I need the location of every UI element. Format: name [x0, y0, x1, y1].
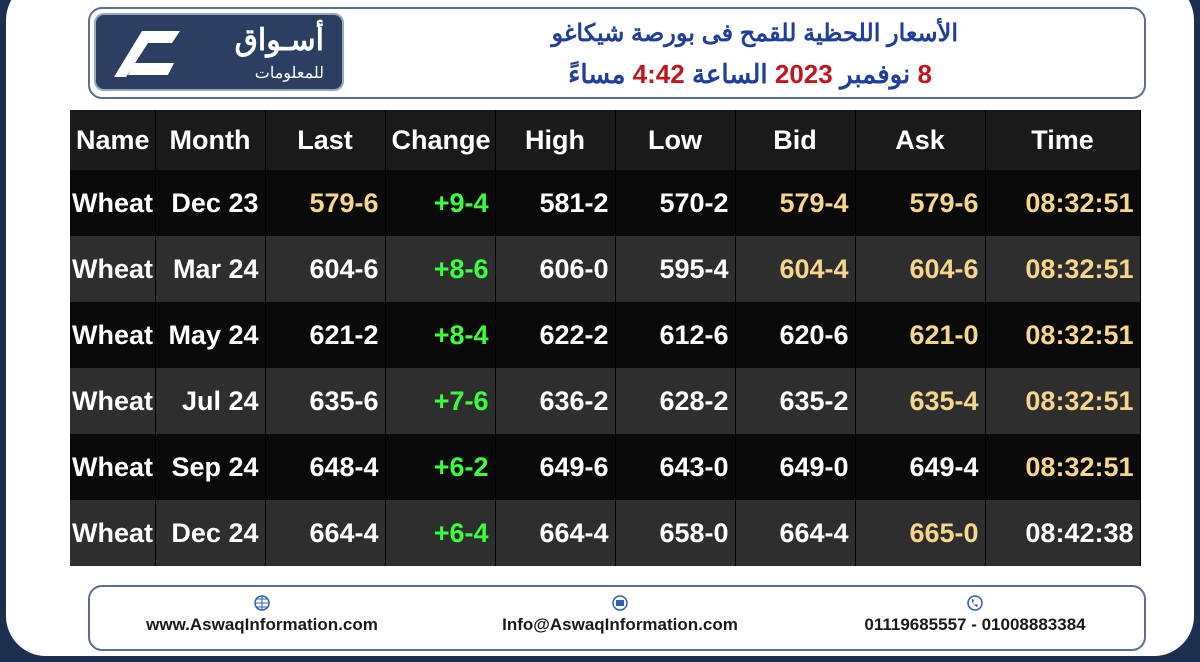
table-cell: 620-6	[735, 302, 856, 368]
table-cell: 579-6	[855, 170, 986, 236]
table-cell: 604-6	[855, 236, 986, 302]
column-header: Low	[615, 110, 736, 170]
subtitle-part: 8	[917, 59, 932, 89]
table-cell: Jul 24	[155, 368, 266, 434]
table-cell: Dec 23	[155, 170, 266, 236]
table-cell: 665-0	[855, 500, 986, 566]
website-item: www.AswaqInformation.com	[102, 595, 422, 635]
table-cell: Wheat	[70, 368, 156, 434]
header-row: Name Month Last Change High Low Bid Ask Time	[70, 110, 1141, 170]
website: www.AswaqInformation.com	[146, 615, 378, 634]
phones: 01119685557 - 01008883384	[864, 615, 1086, 634]
table-cell: 664-4	[265, 500, 386, 566]
subtitle-part: 2023	[774, 59, 833, 89]
subtitle-part: 4:42	[632, 59, 685, 89]
column-header: Bid	[735, 110, 856, 170]
table-cell: +7-6	[385, 368, 496, 434]
table-cell: Wheat	[70, 500, 156, 566]
table-cell: +6-2	[385, 434, 496, 500]
phone-item: 01119685557 - 01008883384	[810, 595, 1140, 635]
table-cell: 612-6	[615, 302, 736, 368]
table-cell: +9-4	[385, 170, 496, 236]
table-row: Wheat Jul 24 635-6 +7-6 636-2 628-2 635-2 635-4…	[70, 368, 1141, 434]
table-cell: +6-4	[385, 500, 496, 566]
table-cell: 579-6	[265, 170, 386, 236]
table-row: Wheat Dec 23 579-6 +9-4 581-2 570-2 579-4 579-6…	[70, 170, 1141, 236]
table-cell: Wheat	[70, 170, 156, 236]
table-row: Wheat Sep 24 648-4 +6-2 649-6 643-0 649-0 649-4…	[70, 434, 1141, 500]
table-cell: 08:32:51	[985, 368, 1141, 434]
table-cell: 635-6	[265, 368, 386, 434]
table-cell: 635-2	[735, 368, 856, 434]
table-cell: 579-4	[735, 170, 856, 236]
subtitle-part: نوفمبر	[839, 59, 911, 89]
table-cell: 570-2	[615, 170, 736, 236]
email-item: Info@AswaqInformation.com	[450, 595, 790, 635]
table-cell: 08:32:51	[985, 236, 1141, 302]
table-cell: 621-0	[855, 302, 986, 368]
table-cell: 08:32:51	[985, 302, 1141, 368]
table-cell: 08:42:38	[985, 500, 1141, 566]
footer: www.AswaqInformation.com Info@AswaqInfor…	[88, 585, 1146, 651]
logo-subtitle: للمعلومات	[254, 65, 324, 82]
table-cell: Wheat	[70, 434, 156, 500]
table-cell: 648-4	[265, 434, 386, 500]
price-table: Name Month Last Change High Low Bid Ask Time Whe…	[70, 110, 1141, 566]
table-cell: 649-4	[855, 434, 986, 500]
table-cell: 08:32:51	[985, 170, 1141, 236]
table-row: Wheat Dec 24 664-4 +6-4 664-4 658-0 664-4 665-0…	[70, 500, 1141, 566]
column-header: Ask	[855, 110, 986, 170]
table-cell: 604-4	[735, 236, 856, 302]
table-cell: Dec 24	[155, 500, 266, 566]
table-cell: +8-6	[385, 236, 496, 302]
email: Info@AswaqInformation.com	[502, 615, 738, 634]
table-row: Wheat May 24 621-2 +8-4 622-2 612-6 620-6 621-0…	[70, 302, 1141, 368]
logo-mark	[114, 31, 180, 77]
table-cell: 622-2	[495, 302, 616, 368]
column-header: Last	[265, 110, 386, 170]
table-cell: 581-2	[495, 170, 616, 236]
column-header: Month	[155, 110, 266, 170]
table-cell: Wheat	[70, 302, 156, 368]
table-cell: 621-2	[265, 302, 386, 368]
logo-title: أسـواق	[234, 24, 324, 57]
table-cell: 643-0	[615, 434, 736, 500]
table-cell: Mar 24	[155, 236, 266, 302]
title: الأسعار اللحظية للقمح فى بورصة شيكاغو	[551, 20, 958, 47]
logo: أسـواق للمعلومات	[94, 13, 344, 91]
table-row: Wheat Mar 24 604-6 +8-6 606-0 595-4 604-4 604-6…	[70, 236, 1141, 302]
table-cell: 606-0	[495, 236, 616, 302]
column-header: High	[495, 110, 616, 170]
table-cell: 649-0	[735, 434, 856, 500]
table-body: Wheat Dec 23 579-6 +9-4 581-2 570-2 579-4 579-6…	[70, 170, 1141, 566]
table-cell: Sep 24	[155, 434, 266, 500]
column-header: Change	[385, 110, 496, 170]
table-cell: 635-4	[855, 368, 986, 434]
table-cell: Wheat	[70, 236, 156, 302]
table-cell: 664-4	[495, 500, 616, 566]
table-cell: 595-4	[615, 236, 736, 302]
header: أسـواق للمعلومات الأسعار اللحظية للقمح ف…	[88, 7, 1146, 99]
subtitle: 8 نوفمبر 2023 الساعة 4:42 مساءً	[568, 59, 932, 90]
table-cell: 658-0	[615, 500, 736, 566]
table-cell: 08:32:51	[985, 434, 1141, 500]
subtitle-part: الساعة	[691, 59, 768, 89]
subtitle-part: مساءً	[568, 59, 626, 89]
table-cell: 636-2	[495, 368, 616, 434]
column-header: Time	[985, 110, 1141, 170]
table-cell: 649-6	[495, 434, 616, 500]
table-cell: 604-6	[265, 236, 386, 302]
table-cell: 628-2	[615, 368, 736, 434]
table-cell: 664-4	[735, 500, 856, 566]
table-cell: May 24	[155, 302, 266, 368]
table-cell: +8-4	[385, 302, 496, 368]
column-header: Name	[70, 110, 156, 170]
